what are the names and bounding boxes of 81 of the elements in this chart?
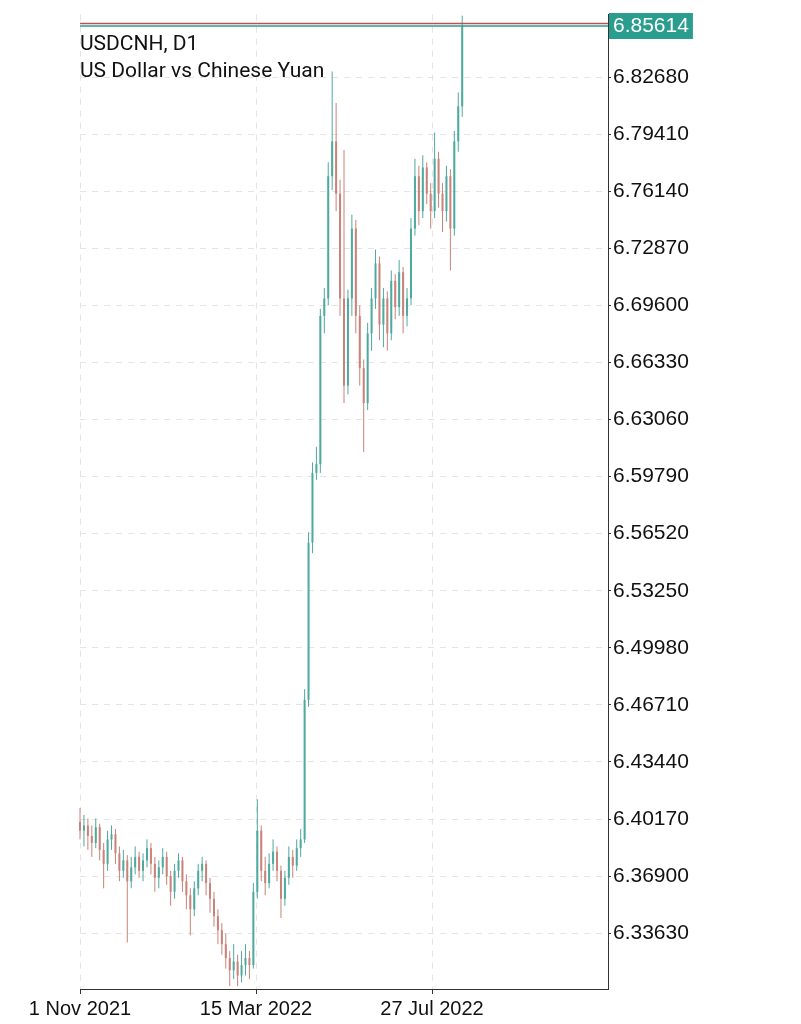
- candlestick: [134, 845, 137, 875]
- candlestick: [142, 852, 145, 882]
- ref-line-label: 6.85614: [613, 12, 690, 36]
- candlestick: [157, 859, 160, 889]
- y-tick-label: 6.36900: [613, 862, 689, 886]
- candlestick: [98, 823, 101, 861]
- candlestick: [82, 814, 85, 847]
- candlestick: [276, 845, 279, 882]
- candlestick: [126, 854, 129, 943]
- candlestick: [114, 828, 117, 865]
- y-tick-label: 6.43440: [613, 748, 689, 772]
- candlestick: [205, 859, 208, 896]
- candlestick: [291, 849, 294, 879]
- x-tick-label: 27 Jul 2022: [380, 996, 484, 1019]
- candlestick: [130, 856, 133, 889]
- y-tick-label: 6.46710: [613, 691, 689, 715]
- y-tick-label: 6.33630: [613, 919, 689, 943]
- candlestick: [244, 943, 247, 977]
- candlestick: [236, 954, 239, 987]
- candlestick: [118, 845, 121, 882]
- y-tick-label: 6.82680: [613, 63, 689, 87]
- candlestick: [240, 950, 243, 984]
- candlestick: [268, 852, 271, 889]
- y-tick-label: 6.49980: [613, 634, 689, 658]
- candlestick: [153, 856, 156, 893]
- candlestick: [295, 838, 298, 872]
- candlestick: [149, 842, 152, 875]
- candlestick: [201, 856, 204, 882]
- y-tick-label: 6.69600: [613, 292, 689, 316]
- candlestick: [224, 933, 227, 970]
- candlestick: [264, 856, 267, 896]
- y-tick-label: 6.66330: [613, 349, 689, 373]
- text: US Dollar vs Chinese Yuan: [80, 57, 325, 84]
- candlestick: [248, 950, 251, 980]
- candlestick: [212, 891, 215, 928]
- candlestick: [173, 863, 176, 900]
- x-tick-label: 1 Nov 2021: [28, 996, 132, 1019]
- candlestick: [169, 870, 172, 907]
- candlestick: [232, 943, 235, 980]
- y-tick-label: 6.63060: [613, 406, 689, 430]
- candlestick: [122, 849, 125, 879]
- candlestick: [272, 838, 275, 872]
- candlestick: [283, 870, 286, 907]
- candlestick: [102, 842, 105, 889]
- candlestick: [79, 807, 81, 840]
- candlestick: [220, 922, 223, 956]
- candlestick: [429, 182, 432, 230]
- y-tick-label: 6.40170: [613, 805, 689, 829]
- candlestick: [406, 287, 409, 327]
- y-tick-label: 6.59790: [613, 463, 689, 487]
- candlestick: [86, 817, 89, 851]
- candlestick: [409, 217, 412, 306]
- candlestick: [193, 880, 196, 917]
- candlestick: [197, 863, 200, 896]
- y-tick-label: 6.76140: [613, 178, 689, 202]
- y-tick-label: 6.72870: [613, 235, 689, 259]
- text: USDCNH, D1: [80, 30, 200, 57]
- candlestick: [138, 851, 141, 879]
- candlestick: [323, 287, 326, 334]
- candlestick: [228, 950, 231, 987]
- candlestick: [343, 149, 345, 404]
- candlestick: [185, 873, 188, 910]
- candlestick: [315, 446, 318, 481]
- candlestick: [287, 845, 290, 886]
- candlestick: [90, 824, 93, 858]
- candlestick: [209, 877, 212, 914]
- y-tick-label: 6.53250: [613, 577, 689, 601]
- candlestick: [177, 852, 180, 879]
- candlestick: [299, 828, 302, 858]
- candlestick: [145, 838, 148, 868]
- candlestick: [94, 817, 97, 849]
- candlestick: [161, 847, 164, 875]
- candlestick: [181, 856, 184, 893]
- y-tick-label: 6.56520: [613, 520, 689, 544]
- candlestick: [441, 182, 444, 233]
- y-tick-label: 6.79410: [613, 120, 689, 144]
- candlestick: [165, 851, 168, 886]
- candlestick: [110, 824, 113, 851]
- candlestick: [216, 908, 219, 945]
- x-tick-label: 15 Mar 2022: [199, 996, 313, 1019]
- candlestick: [189, 887, 192, 936]
